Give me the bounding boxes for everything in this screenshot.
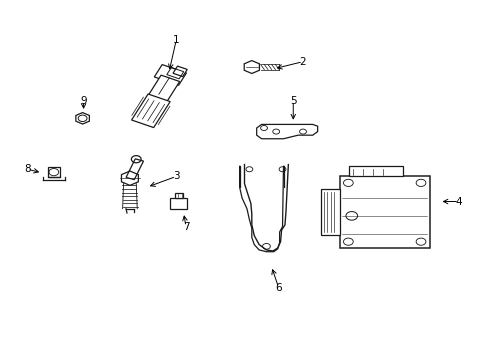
Bar <box>175 193 183 198</box>
Bar <box>321 189 339 235</box>
Polygon shape <box>126 159 143 180</box>
Text: 2: 2 <box>299 57 305 67</box>
Text: 4: 4 <box>455 197 462 207</box>
Polygon shape <box>76 113 89 124</box>
Text: 1: 1 <box>173 35 179 45</box>
Text: 7: 7 <box>183 222 189 231</box>
Text: 5: 5 <box>289 96 296 106</box>
Polygon shape <box>256 125 317 139</box>
Text: 6: 6 <box>275 283 282 293</box>
Polygon shape <box>143 75 179 109</box>
Bar <box>48 167 60 177</box>
Polygon shape <box>154 64 186 85</box>
Bar <box>170 198 186 209</box>
Text: 3: 3 <box>173 171 179 181</box>
Text: 8: 8 <box>24 164 31 174</box>
Text: 9: 9 <box>80 96 87 106</box>
Polygon shape <box>173 66 187 77</box>
Bar <box>339 176 429 248</box>
Bar <box>348 166 402 176</box>
Polygon shape <box>131 94 170 127</box>
